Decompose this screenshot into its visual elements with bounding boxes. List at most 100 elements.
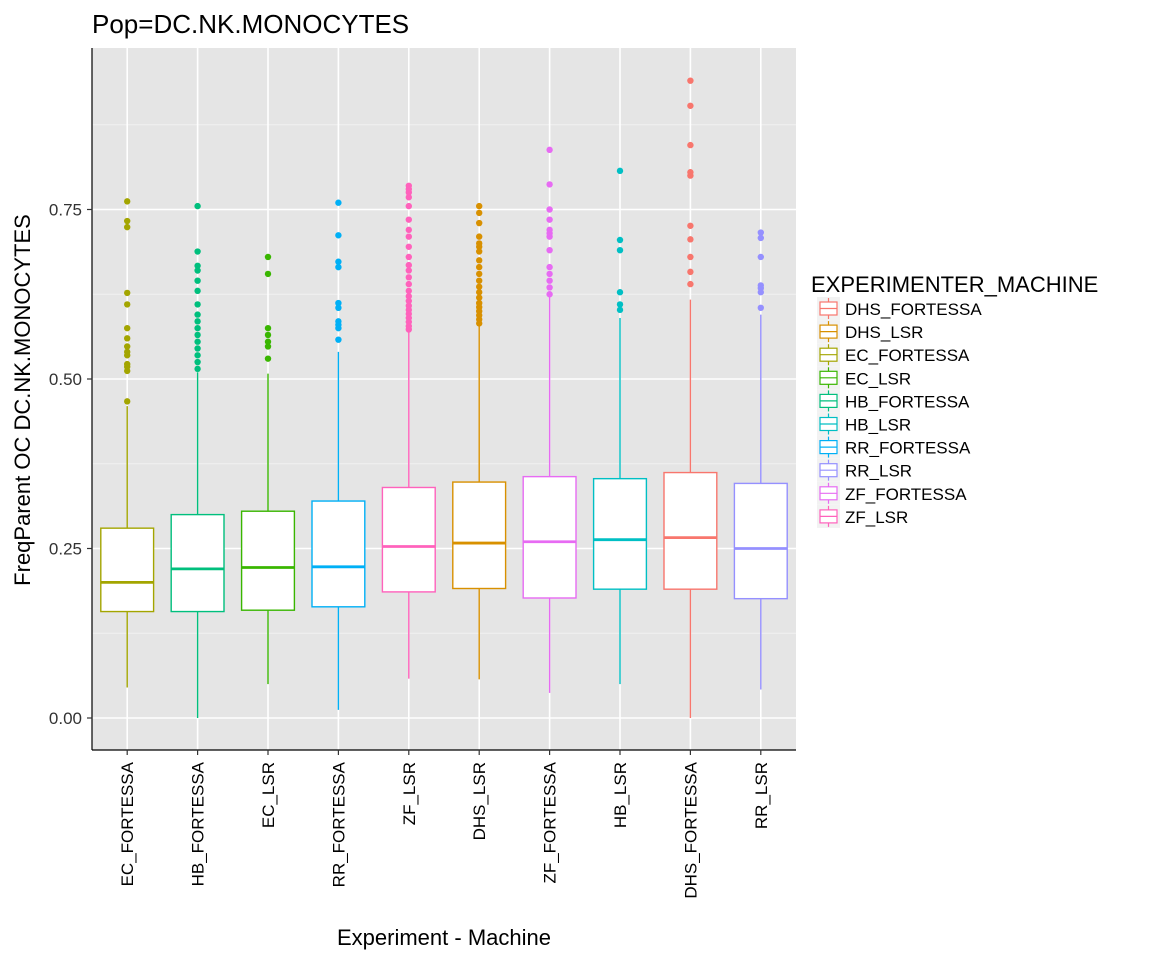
outlier-point (546, 284, 553, 291)
legend: EXPERIMENTER_MACHINE DHS_FORTESSA DHS_LSR… (811, 272, 1098, 528)
box-body (733, 482, 788, 600)
legend-title: EXPERIMENTER_MACHINE (811, 272, 1098, 297)
y-axis-label: FreqParent OC DC.NK.MONOCYTES (10, 214, 35, 586)
outlier-point (405, 182, 412, 189)
outlier-point (616, 236, 624, 244)
x-tick-label: ZF_FORTESSA (541, 761, 560, 883)
outlier-point (546, 246, 553, 254)
outlier-point (405, 267, 412, 274)
outlier-point (194, 277, 201, 284)
outlier-point (546, 181, 553, 188)
outlier-point (264, 253, 272, 261)
outlier-point (264, 331, 272, 339)
outlier-point (124, 324, 131, 332)
outlier-point (687, 236, 694, 243)
legend-label: DHS_LSR (845, 323, 923, 342)
legend-item: RR_FORTESSA (817, 435, 971, 459)
outlier-point (687, 102, 694, 109)
outlier-point (546, 277, 553, 284)
outlier-point (546, 291, 553, 298)
box-body (170, 513, 225, 613)
outlier-point (476, 209, 483, 217)
outlier-point (124, 223, 131, 231)
outlier-point (757, 253, 764, 261)
outlier-point (194, 287, 201, 295)
x-tick-label: RR_FORTESSA (329, 761, 348, 887)
outlier-point (194, 318, 201, 325)
outlier-point (476, 277, 483, 284)
legend-label: ZF_LSR (845, 508, 908, 527)
outlier-point (616, 306, 624, 314)
outlier-point (476, 299, 483, 307)
box-body (592, 477, 648, 590)
box-rr-lsr (733, 229, 788, 690)
legend-item: ZF_LSR (817, 504, 908, 528)
x-tick-label: DHS_FORTESSA (681, 761, 700, 898)
outlier-point (124, 335, 131, 342)
box-ec-fortessa (100, 198, 155, 688)
outlier-point (405, 280, 412, 288)
outlier-point (546, 226, 553, 234)
outlier-point (194, 248, 201, 255)
outlier-point (476, 270, 483, 278)
outlier-point (335, 258, 342, 265)
legend-label: HB_LSR (845, 416, 911, 435)
outlier-point (546, 146, 553, 154)
box-body (381, 486, 436, 593)
outlier-point (476, 294, 483, 301)
outlier-point (405, 293, 412, 300)
outlier-point (124, 198, 131, 205)
outlier-point (124, 348, 131, 356)
outlier-point (194, 358, 201, 366)
outlier-point (194, 365, 201, 373)
legend-item: EC_LSR (817, 366, 911, 390)
outlier-point (405, 243, 412, 250)
outlier-point (194, 331, 201, 339)
outlier-point (335, 336, 342, 343)
outlier-point (405, 216, 412, 223)
outlier-point (124, 398, 131, 405)
outlier-point (335, 199, 342, 206)
outlier-point (476, 233, 483, 240)
outlier-point (405, 202, 412, 210)
x-tick-label: RR_LSR (752, 762, 771, 829)
outlier-point (757, 304, 764, 312)
x-tick-label: EC_LSR (259, 762, 278, 828)
outlier-point (405, 274, 412, 281)
outlier-point (476, 257, 483, 264)
legend-label: EC_LSR (845, 369, 911, 388)
outlier-point (264, 343, 272, 350)
legend-label: DHS_FORTESSA (845, 300, 982, 319)
outlier-point (405, 194, 412, 201)
outlier-point (616, 289, 624, 296)
plot-panel (92, 48, 796, 750)
outlier-point (405, 261, 412, 269)
outlier-point (757, 234, 764, 242)
legend-label: ZF_FORTESSA (845, 485, 967, 504)
y-tick-label: 0.75 (49, 201, 82, 220)
outlier-point (194, 338, 201, 345)
x-axis: EC_FORTESSA HB_FORTESSA EC_LSR RR_FORTESSA Z… (92, 749, 796, 899)
outlier-point (476, 263, 483, 271)
outlier-point (687, 268, 694, 276)
outlier-point (194, 301, 201, 308)
outlier-point (405, 297, 412, 305)
legend-item: ZF_FORTESSA (817, 481, 967, 505)
legend-item: DHS_LSR (817, 320, 923, 344)
outlier-point (616, 167, 624, 175)
y-tick-label: 0.25 (49, 540, 82, 559)
outlier-point (687, 222, 694, 229)
legend-item: RR_LSR (817, 458, 912, 482)
box-dhs-lsr (452, 202, 507, 680)
x-tick-label: ZF_LSR (400, 762, 419, 825)
outlier-point (476, 219, 483, 227)
legend-item: HB_FORTESSA (817, 389, 970, 413)
outlier-point (264, 355, 272, 362)
box-body (663, 471, 718, 590)
outlier-point (405, 287, 412, 295)
y-axis: 0.00 0.25 0.50 0.75 (49, 48, 93, 750)
chart-title: Pop=DC.NK.MONOCYTES (92, 9, 409, 39)
outlier-point (476, 240, 483, 247)
box-body (522, 475, 577, 599)
